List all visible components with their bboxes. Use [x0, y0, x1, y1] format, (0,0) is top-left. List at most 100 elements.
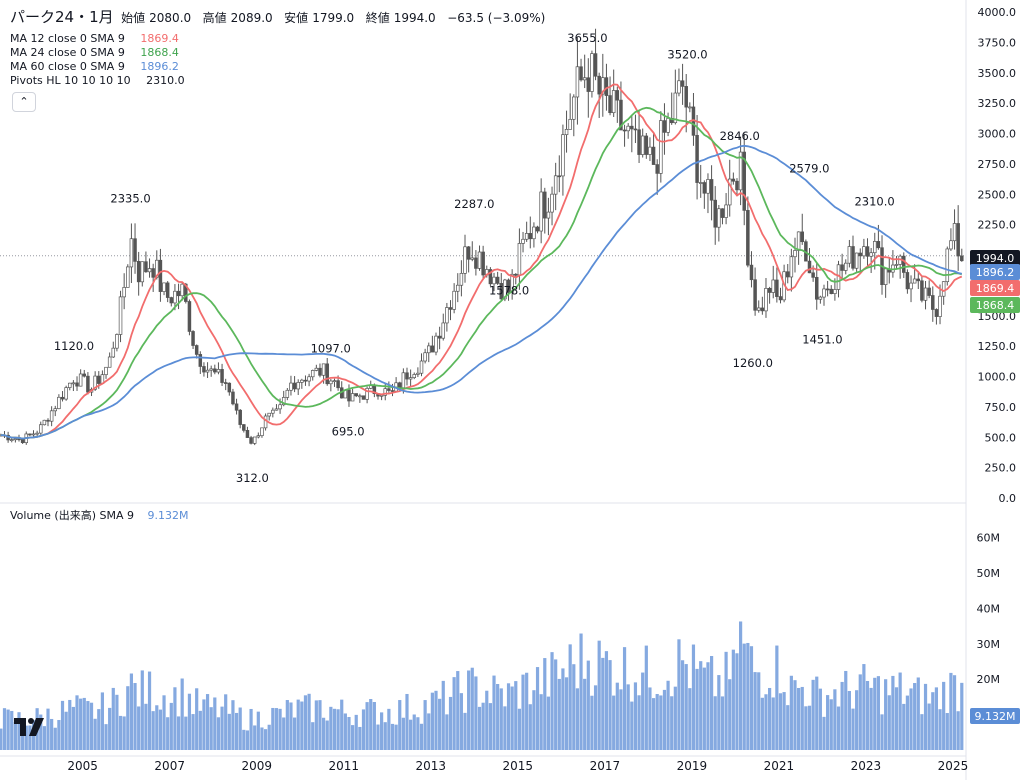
volume-bar — [97, 709, 101, 750]
ohlc-high: 高値 2089.0 — [202, 11, 273, 25]
candle-body — [662, 120, 667, 133]
candle-body — [28, 433, 32, 436]
volume-bar — [952, 675, 957, 750]
candle-body — [865, 246, 870, 257]
candle-body — [267, 412, 271, 417]
volume-bar — [401, 717, 405, 750]
candle-body — [213, 368, 217, 373]
volume-bar — [118, 715, 123, 750]
candle-body — [517, 243, 522, 276]
volume-bar — [557, 678, 561, 750]
candle-body — [539, 191, 543, 232]
candle-body — [506, 279, 511, 293]
volume-bar — [176, 716, 181, 750]
volume-bar — [361, 709, 366, 750]
indicator-ma24[interactable]: MA 24 close 0 SMA 9 1868.4 — [10, 46, 179, 59]
volume-bar — [104, 724, 108, 750]
candle-body — [296, 382, 300, 390]
candle-body — [169, 297, 174, 304]
candle-body — [405, 372, 409, 380]
indicator-ma60[interactable]: MA 60 close 0 SMA 9 1896.2 — [10, 60, 179, 73]
candle-body — [238, 409, 242, 425]
candle-body — [775, 279, 779, 297]
volume-bar — [768, 687, 772, 750]
candle-body — [459, 272, 464, 286]
candle-body — [173, 290, 177, 304]
candle-body — [194, 345, 199, 355]
candle-body — [209, 368, 213, 371]
price-tag-label: 1868.4 — [976, 299, 1015, 312]
candle-body — [633, 128, 638, 131]
candle-body — [644, 135, 649, 155]
candle-body — [503, 279, 507, 300]
volume-legend[interactable]: Volume (出来高) SMA 9 9.132M — [10, 509, 189, 522]
volume-bar — [434, 690, 438, 750]
candle-body — [361, 395, 366, 400]
volume-bar — [129, 673, 134, 750]
volume-bar — [75, 695, 79, 750]
pivot-label: 3655.0 — [567, 31, 607, 45]
price-axis-label: 2750.0 — [978, 158, 1017, 171]
candle-body — [245, 430, 250, 438]
candle-body — [441, 322, 446, 339]
candle-body — [274, 408, 279, 411]
candle-body — [590, 53, 594, 92]
volume-bar — [0, 728, 3, 750]
candle-body — [147, 268, 152, 273]
indicator-ma24-value: 1868.4 — [140, 46, 179, 59]
candle-body — [630, 125, 634, 130]
candle-body — [82, 373, 87, 377]
tradingview-logo[interactable] — [12, 714, 46, 740]
volume-bar — [343, 713, 347, 750]
candle-body — [144, 261, 148, 273]
candle-body — [281, 397, 286, 406]
volume-bar — [728, 679, 732, 750]
volume-bar — [162, 695, 166, 750]
candle-body — [785, 271, 790, 278]
candle-body — [615, 90, 620, 101]
volume-bar — [245, 730, 250, 750]
candle-body — [622, 129, 627, 132]
candle-body — [158, 259, 163, 292]
volume-bar — [427, 713, 431, 750]
candle-body — [387, 388, 391, 391]
candle-body — [510, 273, 514, 293]
candle-body — [216, 369, 221, 373]
time-axis-label: 2009 — [241, 759, 272, 773]
volume-bar — [224, 694, 228, 750]
candle-body — [514, 273, 518, 276]
candle-body — [252, 436, 257, 444]
volume-bar — [17, 712, 21, 750]
price-tag — [970, 250, 1020, 266]
collapse-legend-button[interactable]: ⌃ — [12, 92, 36, 112]
volume-bar — [706, 662, 710, 750]
volume-bar — [764, 694, 768, 750]
volume-bar — [42, 726, 46, 750]
volume-bar — [256, 711, 260, 750]
candle-body — [579, 66, 583, 81]
volume-bar — [829, 699, 833, 750]
indicator-pivots[interactable]: Pivots HL 10 10 10 10 2310.0 — [10, 74, 185, 87]
volume-bar — [626, 684, 630, 750]
volume-bar — [311, 722, 315, 750]
volume-bar — [263, 729, 268, 750]
volume-bar — [949, 672, 953, 750]
candle-body — [528, 233, 533, 240]
volume-bar — [927, 703, 931, 750]
volume-bar — [89, 702, 94, 750]
ma24-line — [0, 106, 962, 440]
indicator-ma12[interactable]: MA 12 close 0 SMA 9 1869.4 — [10, 32, 179, 45]
volume-bar — [267, 724, 271, 750]
volume-bar — [622, 647, 627, 750]
volume-bar — [546, 696, 551, 750]
volume-bar — [807, 705, 812, 750]
candle-body — [673, 92, 678, 124]
volume-bar — [561, 668, 565, 750]
candle-body — [760, 307, 765, 312]
volume-bar — [858, 674, 862, 750]
price-axis-label: 1250.0 — [978, 340, 1017, 353]
volume-bar — [2, 708, 7, 750]
candle-body — [318, 367, 322, 376]
volume-bar — [847, 690, 851, 750]
